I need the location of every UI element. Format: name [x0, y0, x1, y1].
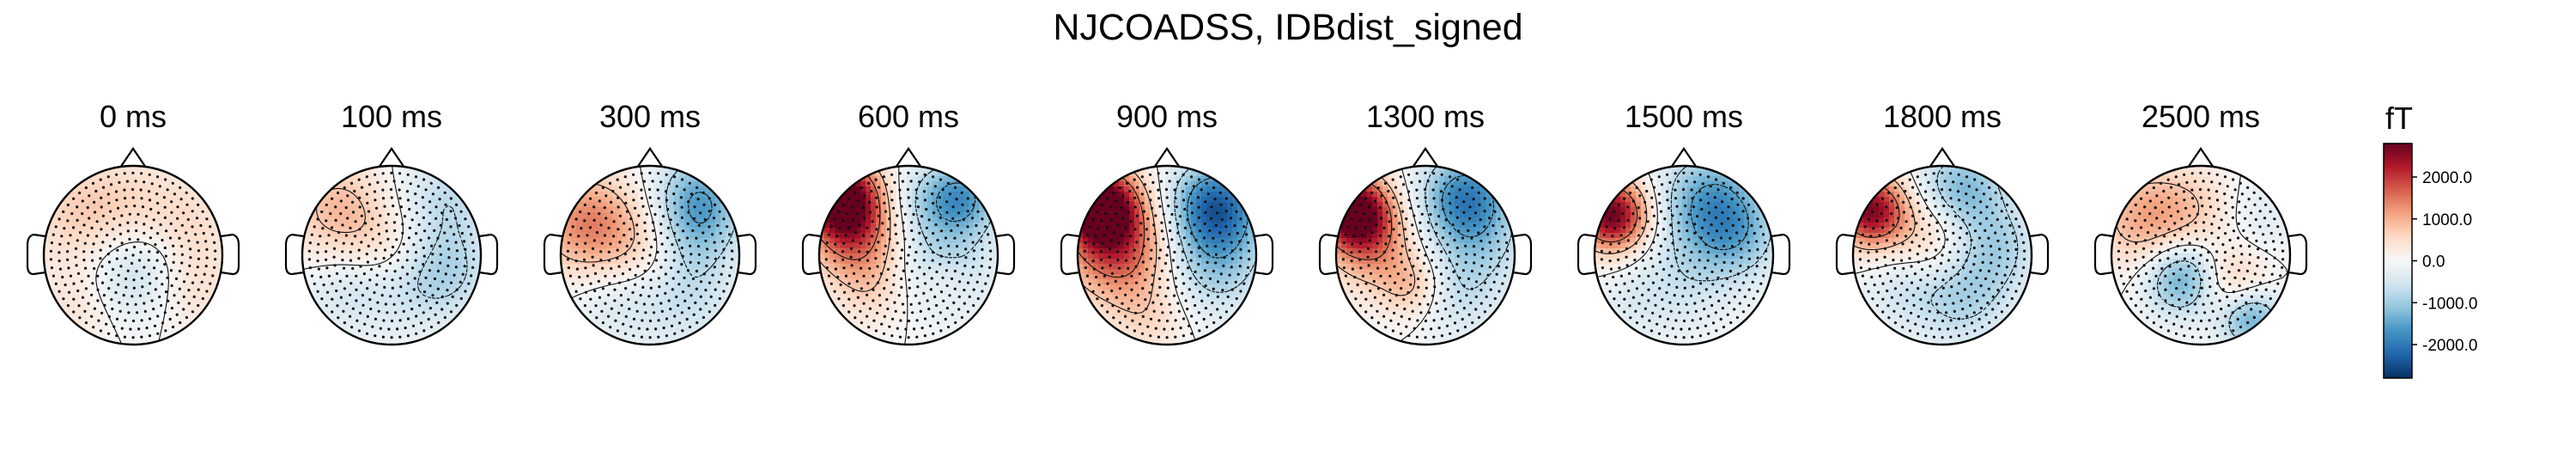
head-outline: [1851, 164, 2033, 346]
panel-time-label: 2500 ms: [2142, 99, 2260, 134]
left-ear-outline: [1835, 233, 1856, 276]
panel-time-label: 600 ms: [858, 99, 959, 134]
head-outline: [559, 164, 741, 346]
nose-outline: [895, 147, 922, 168]
colorbar-tick-label: 2000.0: [2422, 169, 2472, 187]
nose-outline: [1670, 147, 1698, 168]
panel-time-label: 100 ms: [341, 99, 442, 134]
left-ear-outline: [801, 233, 822, 276]
head-outline: [2110, 164, 2292, 346]
nose-outline: [378, 147, 405, 168]
colorbar-tick-label: 0.0: [2422, 253, 2445, 272]
right-ear-outline: [995, 233, 1016, 276]
topomap-panel: 2500 ms: [2093, 99, 2308, 346]
topomap-panels: 0 ms 100 ms 300 ms 600 ms 900 ms 1300 ms 1500 …: [26, 99, 2308, 346]
figure-title: NJCOADSS, IDBdist_signed: [1053, 7, 1523, 48]
panel-time-label: 900 ms: [1116, 99, 1218, 134]
left-ear-outline: [543, 233, 563, 276]
sensor-dots: [566, 171, 734, 339]
topomap-panel: 300 ms: [543, 99, 757, 346]
right-ear-outline: [1254, 233, 1274, 276]
left-ear-outline: [1060, 233, 1080, 276]
right-ear-outline: [1771, 233, 1791, 276]
nose-outline: [119, 147, 147, 168]
right-ear-outline: [1512, 233, 1533, 276]
topomap-panel: 1300 ms: [1318, 99, 1533, 346]
nose-outline: [1929, 147, 1956, 168]
left-ear-outline: [1577, 233, 1597, 276]
topomap-panel: 1500 ms: [1577, 99, 1791, 346]
panel-time-label: 1300 ms: [1366, 99, 1485, 134]
right-ear-outline: [737, 233, 757, 276]
head-outline: [1593, 164, 1775, 346]
topomap-panel: 1800 ms: [1835, 99, 2050, 346]
left-ear-outline: [26, 233, 46, 276]
head-outline: [42, 164, 224, 346]
colorbar-tick-label: -1000.0: [2422, 295, 2477, 313]
panel-time-label: 1800 ms: [1883, 99, 2002, 134]
sensor-dots: [1083, 171, 1251, 339]
head-outline: [301, 164, 483, 346]
nose-outline: [1153, 147, 1181, 168]
head-outline: [1334, 164, 1516, 346]
head-outline: [817, 164, 999, 346]
colorbar: fT 2000.0 1000.0 0.0 -1000.0 -2000.0: [2383, 101, 2477, 379]
nose-outline: [636, 147, 664, 168]
sensor-dots: [1600, 171, 1768, 339]
sensor-dots: [1858, 171, 2026, 339]
colorbar-tick-label: -2000.0: [2422, 337, 2477, 355]
sensor-dots: [1341, 171, 1510, 339]
panel-time-label: 1500 ms: [1625, 99, 1743, 134]
topomap-panel: 0 ms: [26, 99, 240, 346]
right-ear-outline: [220, 233, 240, 276]
panel-time-label: 300 ms: [599, 99, 701, 134]
contour-lines: [95, 241, 169, 345]
topomap-panel: 100 ms: [284, 99, 499, 346]
colorbar-unit-label: fT: [2385, 101, 2413, 136]
sensor-dots: [49, 171, 217, 339]
right-ear-outline: [2287, 233, 2308, 276]
left-ear-outline: [284, 233, 305, 276]
colorbar-gradient: [2383, 143, 2413, 379]
sensor-dots: [307, 171, 476, 339]
left-ear-outline: [1318, 233, 1339, 276]
topomap-panel: 900 ms: [1060, 99, 1274, 346]
panel-time-label: 0 ms: [100, 99, 167, 134]
sensor-dots: [2117, 171, 2285, 339]
right-ear-outline: [2029, 233, 2050, 276]
nose-outline: [2187, 147, 2215, 168]
sensor-dots: [824, 171, 993, 339]
right-ear-outline: [478, 233, 499, 276]
colorbar-tick-label: 1000.0: [2422, 211, 2472, 229]
nose-outline: [1412, 147, 1439, 168]
head-outline: [1076, 164, 1258, 346]
left-ear-outline: [2093, 233, 2114, 276]
topomap-panel: 600 ms: [801, 99, 1016, 346]
